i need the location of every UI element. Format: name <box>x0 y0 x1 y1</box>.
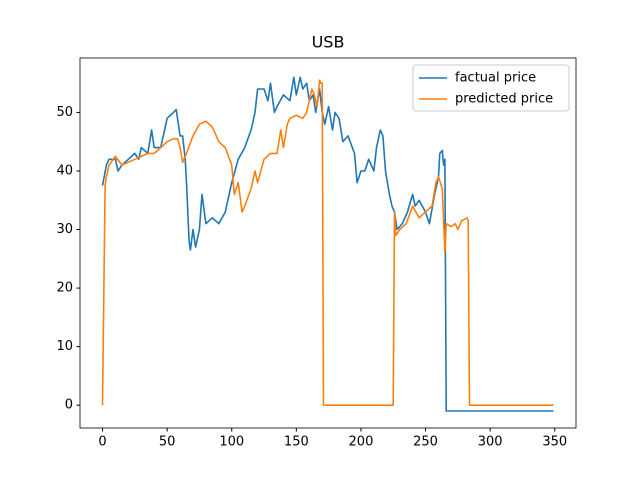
x-tick-label: 100 <box>219 435 244 450</box>
x-tick-label: 300 <box>478 435 503 450</box>
x-tick-label: 0 <box>98 435 106 450</box>
legend: factual price predicted price <box>412 64 570 112</box>
x-tick-label: 350 <box>542 435 567 450</box>
y-tick-label: 40 <box>56 163 73 178</box>
y-tick-label: 20 <box>56 281 73 296</box>
legend-label: factual price <box>455 71 536 86</box>
y-tick-label: 30 <box>56 222 73 237</box>
x-tick-label: 150 <box>284 435 309 450</box>
x-tick-label: 200 <box>349 435 374 450</box>
chart-title: USB <box>312 33 345 52</box>
legend-label: predicted price <box>455 92 553 107</box>
line <box>101 76 554 412</box>
y-tick-label: 0 <box>65 398 73 413</box>
plot-frame <box>79 57 577 429</box>
x-tick-label: 250 <box>413 435 438 450</box>
x-tick-label: 50 <box>159 435 176 450</box>
line <box>101 79 554 406</box>
legend-box <box>412 64 570 112</box>
y-tick-label: 50 <box>56 105 73 120</box>
y-tick-label: 10 <box>56 339 73 354</box>
